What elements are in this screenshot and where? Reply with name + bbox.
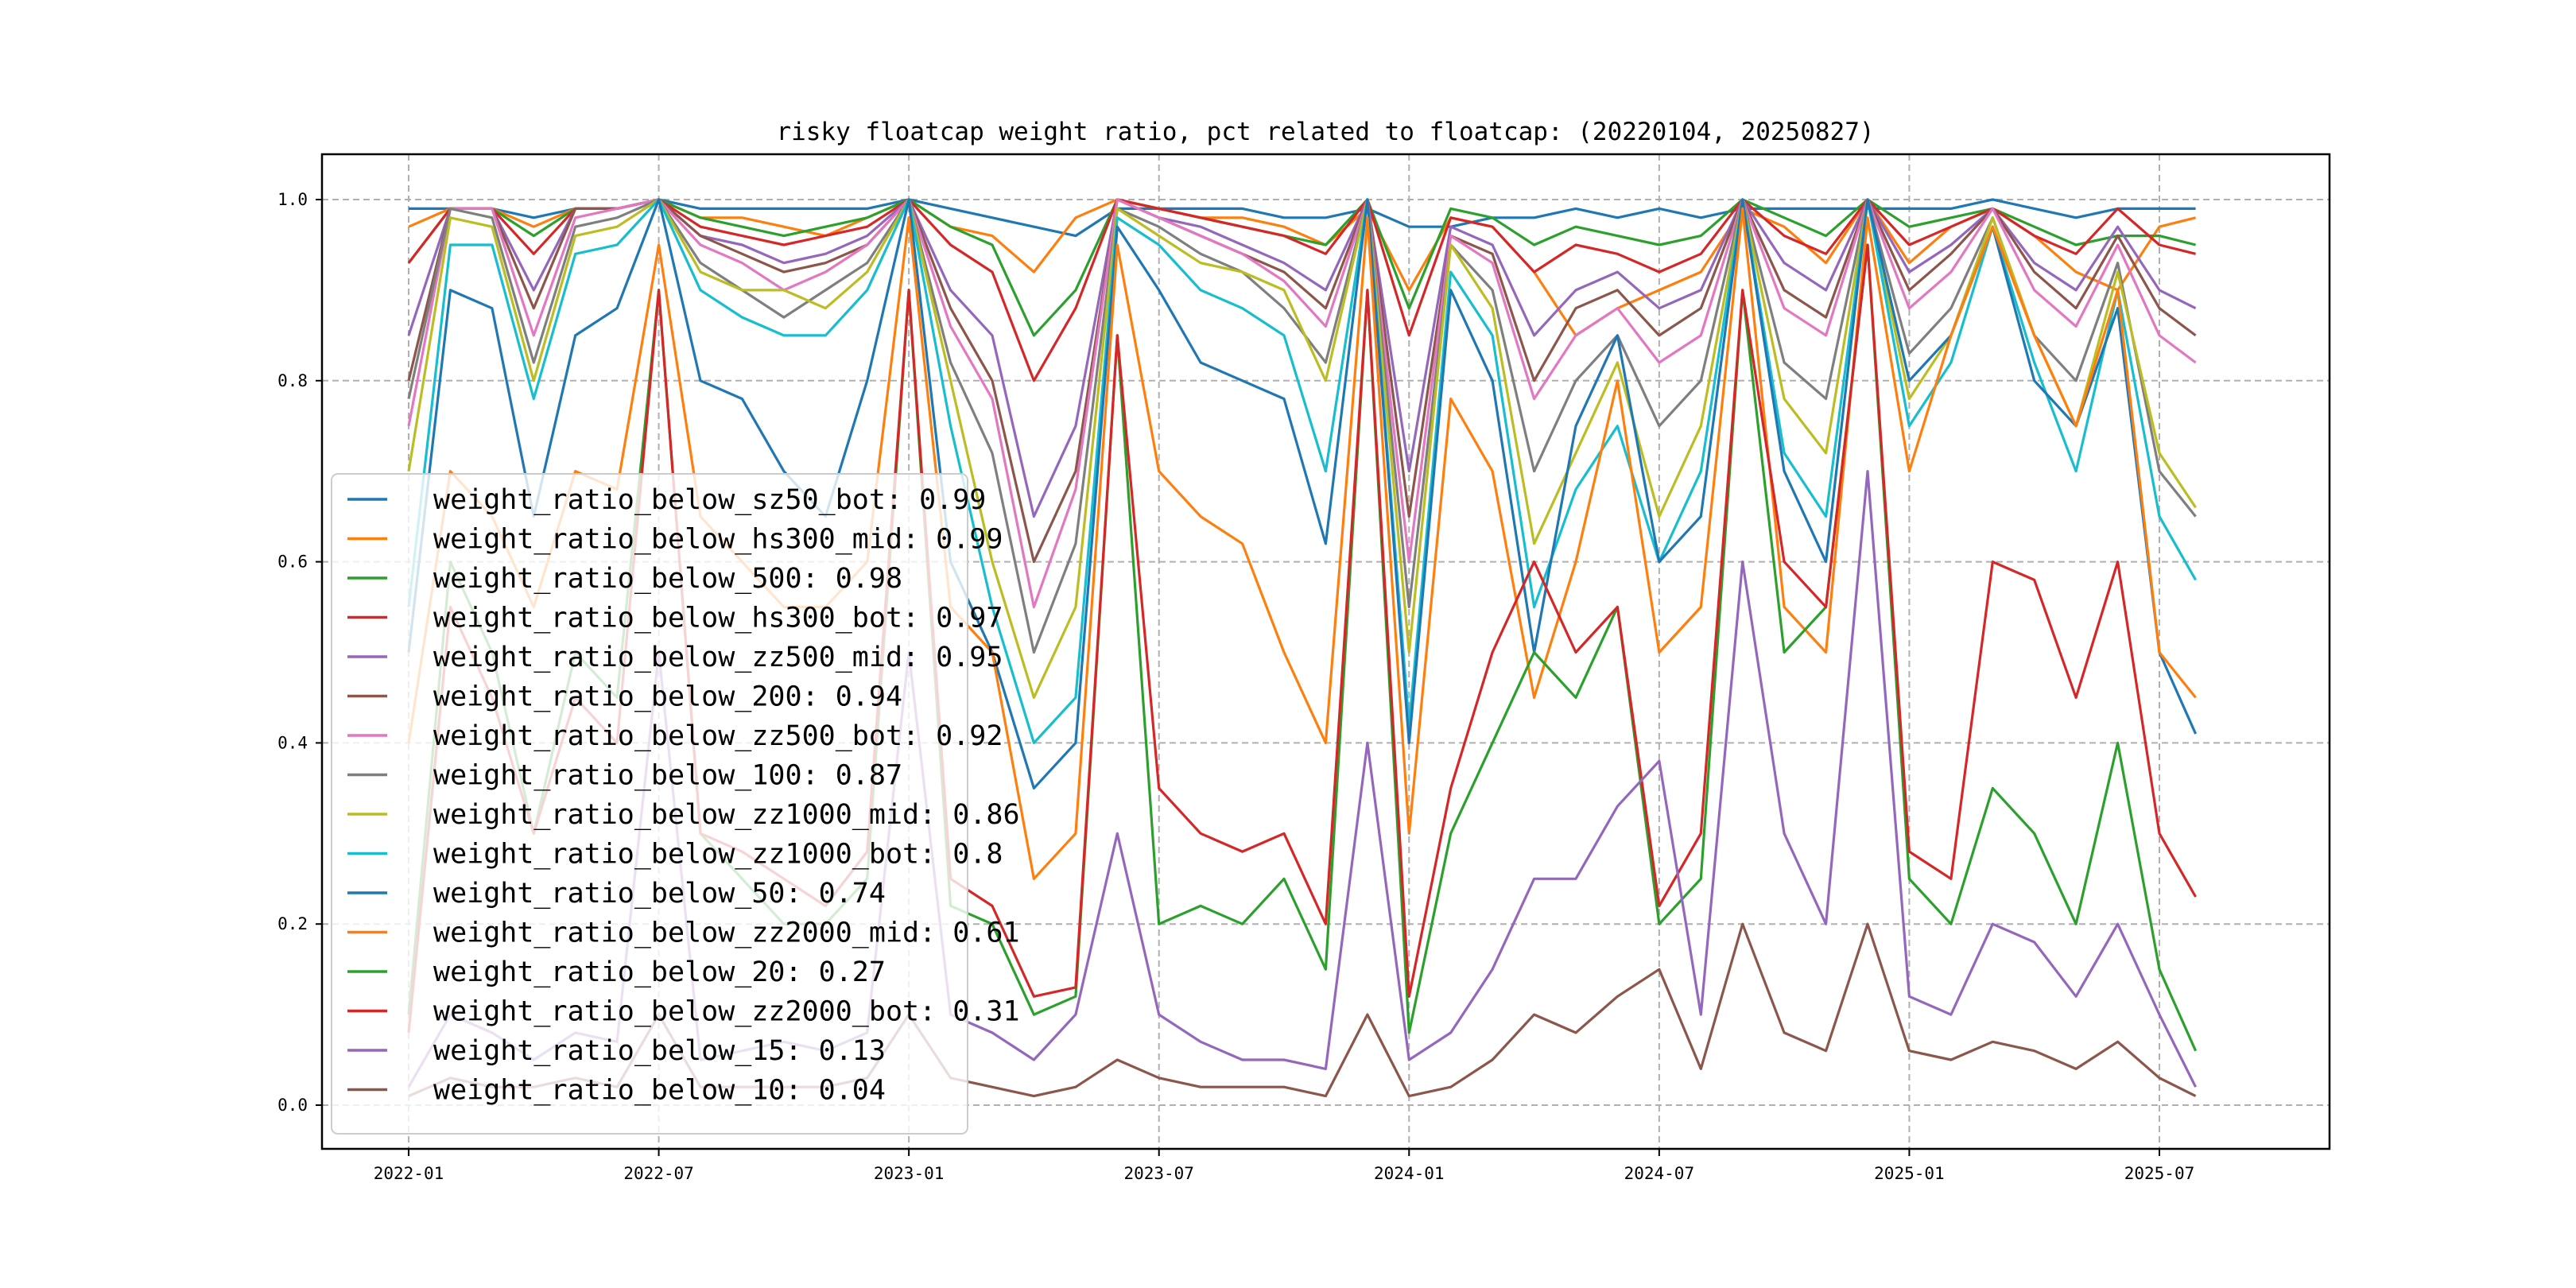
legend-entry: weight_ratio_below_zz1000_bot: 0.8 bbox=[433, 839, 1003, 871]
series-line-3 bbox=[407, 198, 2196, 382]
x-axis: 2022-01 2022-07 2023-01 2023-07 2024-01 2024-… bbox=[374, 1149, 2195, 1183]
legend-entry: weight_ratio_below_zz2000_mid: 0.61 bbox=[433, 918, 1020, 949]
legend-entry: weight_ratio_below_100: 0.87 bbox=[433, 760, 902, 792]
legend-entry: weight_ratio_below_10: 0.04 bbox=[433, 1075, 886, 1107]
legend-box bbox=[331, 473, 968, 1135]
y-axis: 0.0 0.2 0.4 0.6 0.8 1.0 bbox=[277, 190, 322, 1115]
legend-entry: weight_ratio_below_sz50_bot: 0.99 bbox=[433, 484, 986, 516]
legend-entry: weight_ratio_below_zz500_mid: 0.95 bbox=[433, 642, 1003, 673]
series-line-6 bbox=[407, 198, 2197, 609]
x-tick-label: 2023-07 bbox=[1123, 1164, 1194, 1183]
legend-entry: weight_ratio_below_zz2000_bot: 0.31 bbox=[433, 996, 1020, 1028]
series-line-2 bbox=[407, 198, 2196, 337]
series-line-4 bbox=[407, 198, 2197, 518]
x-tick-label: 2025-01 bbox=[1874, 1164, 1945, 1183]
series-line-10 bbox=[407, 198, 2198, 790]
x-tick-label: 2025-07 bbox=[2124, 1164, 2195, 1183]
y-tick-label: 0.8 bbox=[277, 371, 308, 390]
y-tick-label: 0.2 bbox=[277, 914, 308, 933]
legend-entry: weight_ratio_below_500: 0.98 bbox=[433, 563, 902, 595]
legend-entry: weight_ratio_below_hs300_mid: 0.99 bbox=[433, 524, 1003, 556]
legend-entry: weight_ratio_below_hs300_bot: 0.97 bbox=[433, 603, 1003, 634]
legend-entry: weight_ratio_below_200: 0.94 bbox=[433, 681, 902, 713]
x-tick-label: 2024-07 bbox=[1624, 1164, 1695, 1183]
y-tick-label: 0.4 bbox=[277, 733, 308, 752]
legend-entry: weight_ratio_below_15: 0.13 bbox=[433, 1035, 886, 1067]
series-line-1 bbox=[408, 198, 2196, 337]
legend-entry: weight_ratio_below_50: 0.74 bbox=[433, 878, 886, 910]
x-tick-label: 2022-01 bbox=[374, 1164, 444, 1183]
series-line-8 bbox=[407, 198, 2197, 700]
x-tick-label: 2024-01 bbox=[1374, 1164, 1445, 1183]
plot-frame bbox=[320, 153, 2331, 1150]
legend-entry: weight_ratio_below_20: 0.27 bbox=[433, 956, 886, 988]
series-line-9 bbox=[407, 198, 2197, 745]
x-tick-label: 2023-01 bbox=[874, 1164, 945, 1183]
series-line-5 bbox=[407, 198, 2197, 564]
series-line-0 bbox=[409, 198, 2196, 238]
chart-title: risky floatcap weight ratio, pct related… bbox=[776, 118, 1874, 146]
x-tick-label: 2022-07 bbox=[623, 1164, 694, 1183]
legend-entry: weight_ratio_below_zz1000_mid: 0.86 bbox=[433, 799, 1020, 831]
y-tick-label: 0.0 bbox=[277, 1096, 308, 1115]
legend-entry: weight_ratio_below_zz500_bot: 0.92 bbox=[433, 720, 1003, 752]
legend: weight_ratio_below_sz50_bot: 0.99 weight_… bbox=[331, 473, 1020, 1135]
y-tick-label: 1.0 bbox=[277, 190, 308, 209]
y-tick-label: 0.6 bbox=[277, 553, 308, 572]
